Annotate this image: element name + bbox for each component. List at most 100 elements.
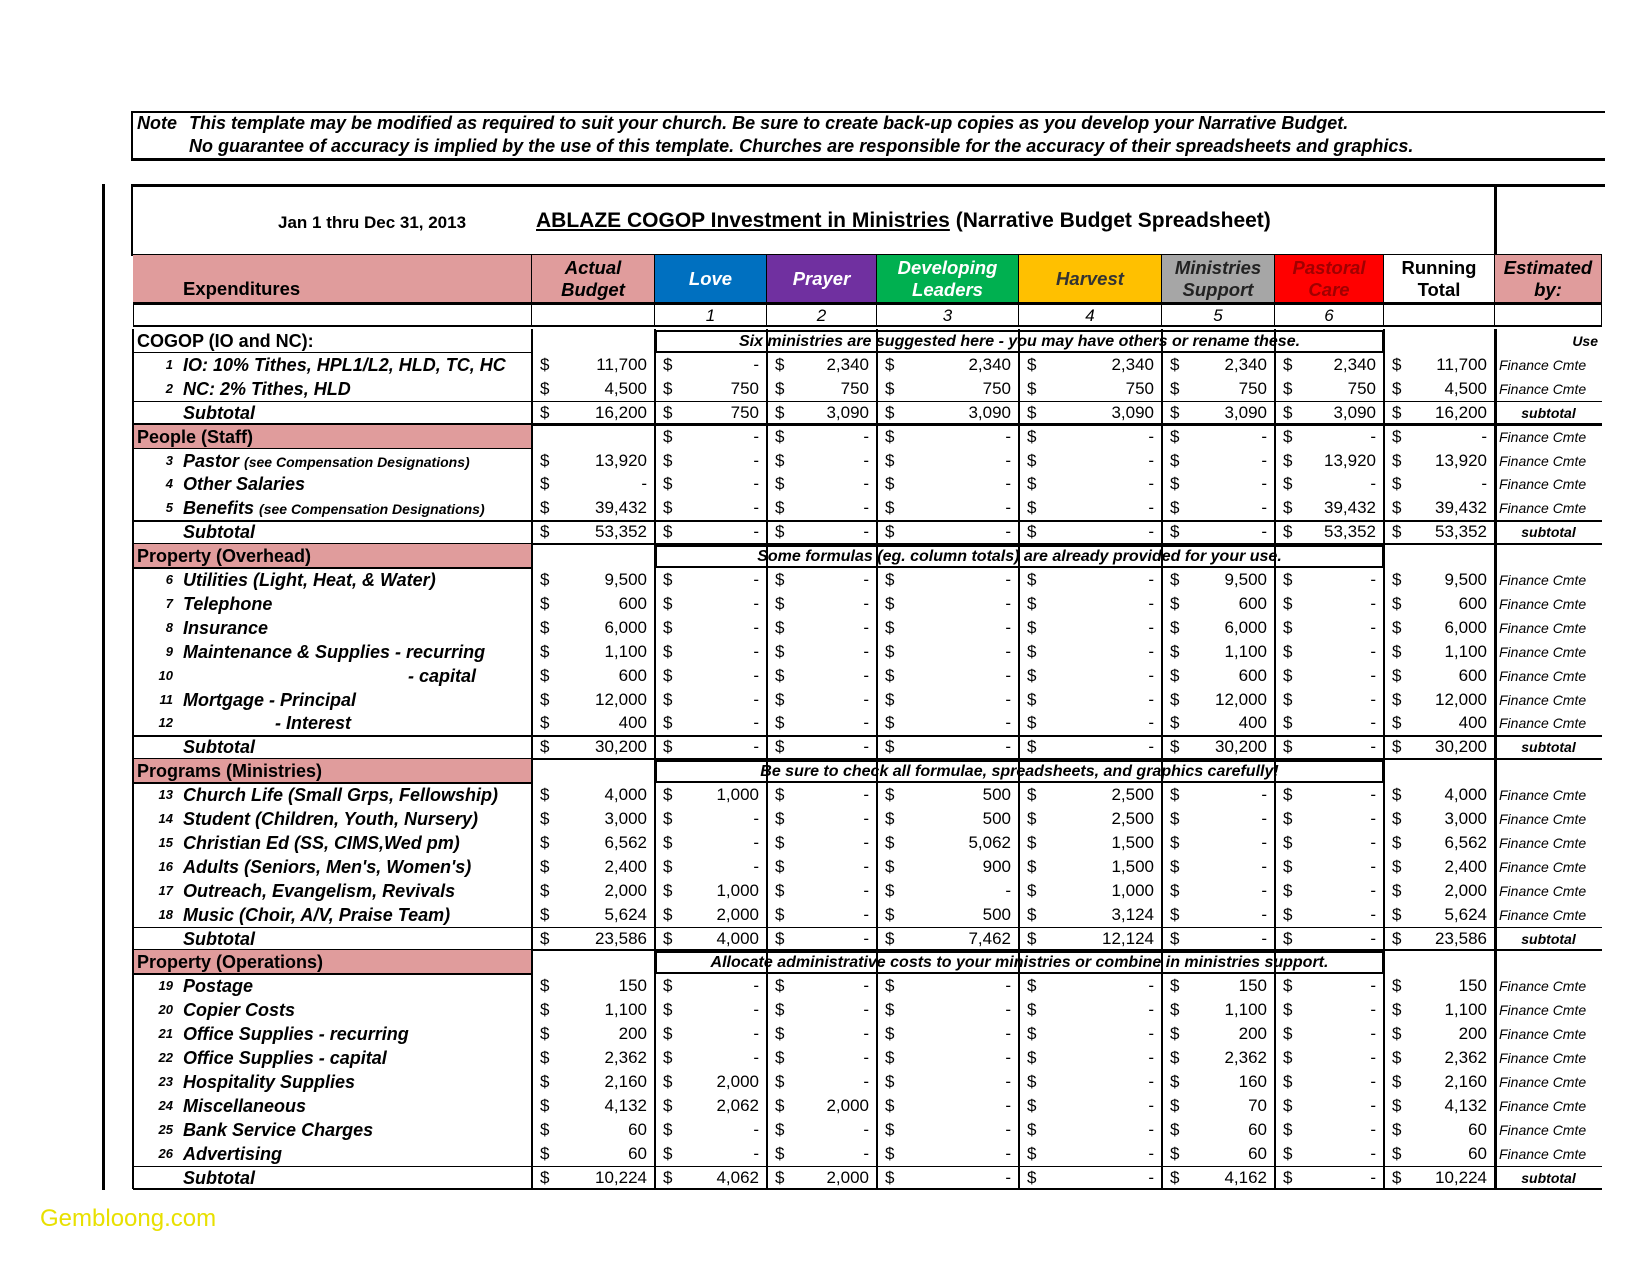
row-number: 7 [165, 595, 173, 611]
amount: 400 [618, 713, 647, 733]
currency: $ [1170, 354, 1180, 374]
currency: $ [1392, 809, 1402, 828]
row-number: 4 [165, 476, 173, 492]
amount: - [1370, 856, 1376, 876]
column-number [532, 305, 655, 327]
currency: $ [885, 426, 895, 446]
rule [133, 1187, 1602, 1191]
row-label-text: Student (Children, Youth, Nursery) [183, 809, 479, 829]
amount: - [753, 856, 759, 876]
amount: 7,462 [968, 928, 1011, 948]
row-number: 21 [158, 1026, 173, 1042]
currency: $ [885, 856, 895, 876]
amount: - [863, 928, 869, 948]
currency: $ [1170, 832, 1180, 852]
amount: 400 [1458, 713, 1487, 733]
currency: $ [1283, 785, 1293, 805]
currency: $ [1027, 617, 1037, 637]
currency: $ [1392, 522, 1402, 542]
row-label: Miscellaneous [183, 1094, 530, 1118]
row-label-text: - capital [408, 665, 477, 686]
currency: $ [1170, 402, 1180, 422]
amount: 400 [1238, 713, 1267, 733]
currency: $ [1283, 1119, 1293, 1139]
currency: $ [885, 1000, 895, 1020]
rule [131, 111, 133, 161]
estimated-by: Finance Cmte [1499, 1026, 1587, 1043]
amount: - [1005, 1167, 1011, 1187]
note-line: No guarantee of accuracy is implied by t… [189, 136, 1414, 156]
estimated-by: Finance Cmte [1499, 978, 1587, 995]
column-header-text: Support [1182, 279, 1254, 300]
currency: $ [1170, 378, 1180, 398]
currency: $ [1392, 856, 1402, 876]
amount: - [1370, 617, 1376, 637]
currency: $ [540, 641, 550, 661]
amount: - [1370, 880, 1376, 900]
row-label: Student (Children, Youth, Nursery) [183, 807, 530, 831]
column-header-text: Pastoral [1292, 257, 1366, 278]
amount: - [1370, 832, 1376, 852]
row-label: Insurance [183, 616, 530, 640]
amount: - [753, 641, 759, 661]
currency: $ [1392, 880, 1402, 900]
currency: $ [1170, 856, 1180, 876]
rule [132, 329, 134, 1190]
currency: $ [775, 904, 785, 924]
row-label: Hospitality Supplies [183, 1070, 530, 1094]
subtotal-label: Subtotal [183, 928, 255, 949]
column-header: Estimated by: [1495, 255, 1602, 303]
estimated-by: Finance Cmte [1499, 1002, 1587, 1019]
row-number: 17 [158, 882, 173, 898]
amount: 600 [1458, 593, 1487, 613]
amount: - [753, 570, 759, 589]
amount: - [1005, 1071, 1011, 1091]
amount: - [1148, 1167, 1154, 1187]
currency: $ [540, 928, 550, 948]
amount: 1,100 [1224, 641, 1267, 661]
row-number: 24 [158, 1097, 173, 1113]
subtotal-label: Subtotal [183, 1167, 255, 1188]
currency: $ [1392, 713, 1402, 733]
row-label-text: Benefits [183, 498, 255, 519]
row-label: Christian Ed (SS, CIMS,Wed pm) [183, 831, 530, 855]
section-name: COGOP (IO and NC): [137, 331, 314, 351]
column-number: 2 [767, 305, 877, 327]
currency: $ [540, 450, 550, 470]
currency: $ [775, 809, 785, 828]
amount: - [1005, 1143, 1011, 1163]
amount: 600 [1458, 665, 1487, 685]
column-number [1384, 305, 1495, 327]
amount: 2,400 [1444, 856, 1487, 876]
column-header: Prayer [767, 255, 877, 303]
estimated-by: Finance Cmte [1499, 811, 1587, 827]
est-header: Use [1572, 333, 1598, 349]
rule [1383, 329, 1385, 1190]
amount: 60 [628, 1119, 647, 1139]
currency: $ [885, 570, 895, 589]
amount: - [1005, 474, 1011, 494]
row-number: 25 [158, 1121, 173, 1137]
rule [133, 926, 1602, 928]
currency: $ [540, 378, 550, 398]
currency: $ [540, 713, 550, 733]
amount: 750 [730, 402, 759, 422]
amount: - [863, 713, 869, 733]
currency: $ [1283, 498, 1293, 518]
amount: - [1370, 976, 1376, 996]
amount: 9,500 [1224, 570, 1267, 589]
amount: 4,000 [1444, 785, 1487, 805]
column-header-text: Developing [897, 257, 998, 278]
row-label-text: Postage [183, 976, 254, 997]
amount: - [1148, 1143, 1154, 1163]
rule [133, 973, 532, 975]
currency: $ [540, 832, 550, 852]
amount: 600 [1238, 665, 1267, 685]
amount: 160 [1238, 1071, 1267, 1091]
amount: 2,340 [968, 354, 1011, 374]
currency: $ [1283, 1000, 1293, 1020]
currency: $ [663, 1119, 673, 1139]
row-number: 11 [159, 691, 174, 707]
currency: $ [540, 617, 550, 637]
